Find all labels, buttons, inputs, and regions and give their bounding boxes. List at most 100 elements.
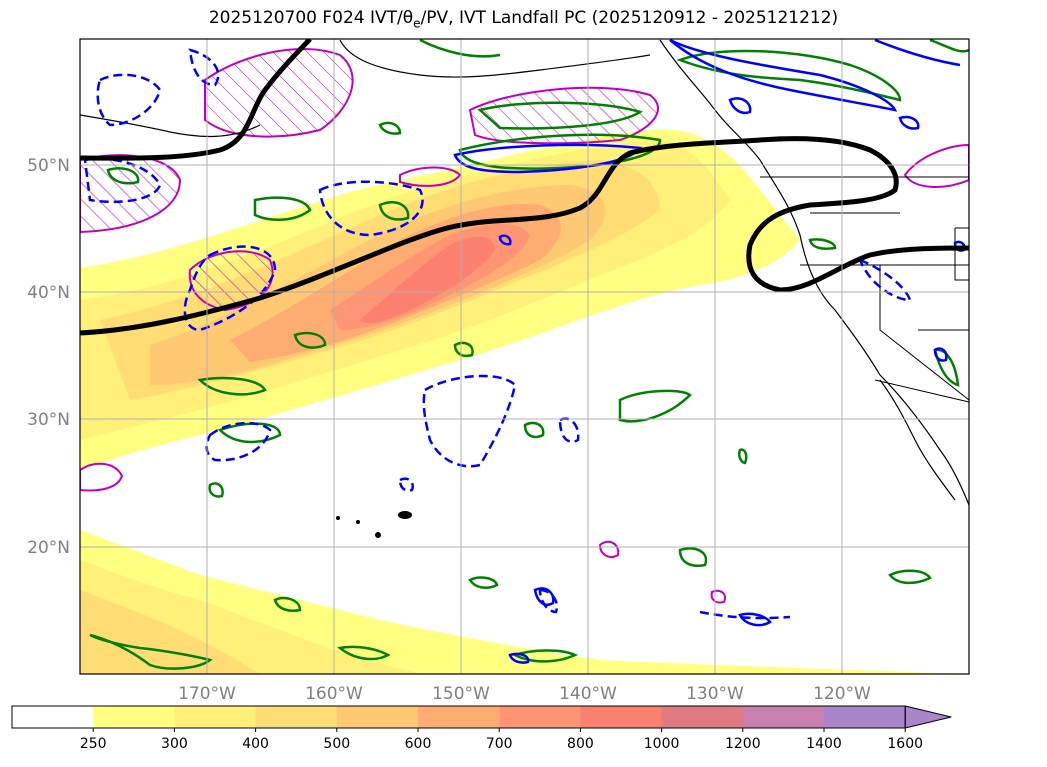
colorbar-label: 500 xyxy=(323,736,350,752)
hatch-region-6 xyxy=(80,462,124,492)
colorbar-extension-arrow xyxy=(904,705,952,729)
pc-contours xyxy=(80,39,969,336)
pv-contour-2 xyxy=(669,39,898,112)
theta-contour-18 xyxy=(511,649,578,663)
theta-contour-15 xyxy=(273,596,302,612)
theta-contour-5 xyxy=(197,376,267,396)
colorbar-label: 600 xyxy=(405,736,432,752)
colorbar-label: 800 xyxy=(567,736,594,752)
hawaii-big-island xyxy=(398,511,412,519)
pv-dashed-1 xyxy=(96,73,162,127)
pv-contour-7 xyxy=(933,347,948,362)
theta-contour-2 xyxy=(477,101,643,130)
pv-dashed-8 xyxy=(398,477,414,492)
lon-labels: 170°W 160°W 150°W 140°W 130°W 120°W xyxy=(178,684,871,704)
pv-dashed-9 xyxy=(538,588,559,614)
pv-contour-8 xyxy=(874,39,961,67)
pv-dashed-5 xyxy=(422,374,517,468)
theta-contour-24 xyxy=(737,448,748,465)
title-subscript: e xyxy=(413,16,421,31)
theta-contour-9 xyxy=(618,389,692,423)
lat-label-50: 50°N xyxy=(27,156,70,176)
theta-contours xyxy=(89,39,969,670)
colorbar-segment xyxy=(12,706,94,728)
pv-contour-3 xyxy=(498,234,512,246)
pc-contour-main xyxy=(80,136,969,336)
theta-contour-14 xyxy=(468,576,499,589)
hawaii-island-1 xyxy=(336,516,340,520)
theta-contour-16 xyxy=(89,633,213,670)
theta-contour-20 xyxy=(929,39,969,53)
colorbar-segment xyxy=(174,706,257,728)
theta-contour-21 xyxy=(106,167,140,185)
ivt-south-400 xyxy=(80,590,260,674)
theta-contour-6 xyxy=(217,422,282,444)
hatch-region-5 xyxy=(903,143,969,188)
border-us-mx xyxy=(874,379,970,403)
pv-contour-11 xyxy=(728,97,752,115)
lat-label-30: 30°N xyxy=(27,410,70,430)
lon-label-140w: 140°W xyxy=(559,684,617,704)
pv-contour-6 xyxy=(738,612,772,627)
colorbar-label: 1400 xyxy=(806,736,842,752)
colorbar-label: 1000 xyxy=(644,736,680,752)
title-prefix: 2025120700 F024 IVT/θ xyxy=(208,8,414,28)
theta-contour-1 xyxy=(458,133,662,170)
colorbar-segment xyxy=(418,706,500,728)
chart-title: 2025120700 F024 IVT/θe/PV, IVT Landfall … xyxy=(0,8,1047,30)
theta-contour-7 xyxy=(293,331,327,349)
colorbar-segment xyxy=(93,706,175,728)
pv-contour-4 xyxy=(533,587,555,607)
hatch-region-1 xyxy=(80,154,182,234)
hatch-region-8 xyxy=(598,540,620,558)
ivt-south-250 xyxy=(80,530,969,674)
theta-contour-8 xyxy=(453,341,474,358)
colorbar-segment xyxy=(336,706,419,728)
lon-label-160w: 160°W xyxy=(305,684,363,704)
hatch-region-7 xyxy=(399,166,462,187)
coastline-north-america xyxy=(659,39,969,506)
hatch-region-2 xyxy=(204,48,354,138)
theta-contour-25 xyxy=(378,121,402,135)
gridlines xyxy=(80,39,969,674)
colorbar-labels: 250 300 400 500 600 700 800 1000 1200 1400 1600 xyxy=(80,728,923,752)
lon-label-120w: 120°W xyxy=(813,684,871,704)
pv-contour-9 xyxy=(898,115,920,130)
theta-contour-4 xyxy=(378,201,410,221)
plot-frame xyxy=(79,38,970,675)
theta-contour-13 xyxy=(888,569,932,585)
lat-label-20: 20°N xyxy=(27,538,70,558)
theta-contour-3 xyxy=(253,196,312,221)
hatched-regions xyxy=(80,48,969,604)
colorbar-label: 700 xyxy=(486,736,513,752)
coastline-alaska xyxy=(339,39,651,78)
colorbar-segment xyxy=(742,706,825,728)
hatch-region-4 xyxy=(188,250,274,312)
colorbar-label: 300 xyxy=(161,736,188,752)
hawaii-island-2 xyxy=(356,520,360,524)
lat-label-40: 40°N xyxy=(27,283,70,303)
colorbar-segment xyxy=(580,706,663,728)
pv-dashed-10 xyxy=(188,48,220,87)
pv-dashed-12 xyxy=(699,610,791,620)
pv-dashed-11 xyxy=(857,257,912,302)
theta-contour-10 xyxy=(523,421,545,439)
theta-contour-12 xyxy=(678,547,708,567)
ivt-shading xyxy=(80,129,969,674)
colorbar-label: 400 xyxy=(242,736,269,752)
pv-contour-5 xyxy=(508,652,530,664)
coastlines xyxy=(80,39,969,506)
theta-contour-23 xyxy=(933,348,960,387)
colorbar-segment xyxy=(499,706,581,728)
hatch-region-9 xyxy=(710,589,726,604)
colorbar-segment xyxy=(255,706,338,728)
theta-contour-26 xyxy=(419,39,501,58)
lon-label-130w: 130°W xyxy=(686,684,744,704)
colorbar-boxes xyxy=(11,705,952,729)
colorbar-segment xyxy=(824,706,906,728)
title-suffix: /PV, IVT Landfall PC (2025120912 - 20251… xyxy=(420,8,839,28)
colorbar-outline xyxy=(11,705,906,729)
theta-contour-19 xyxy=(676,49,902,102)
